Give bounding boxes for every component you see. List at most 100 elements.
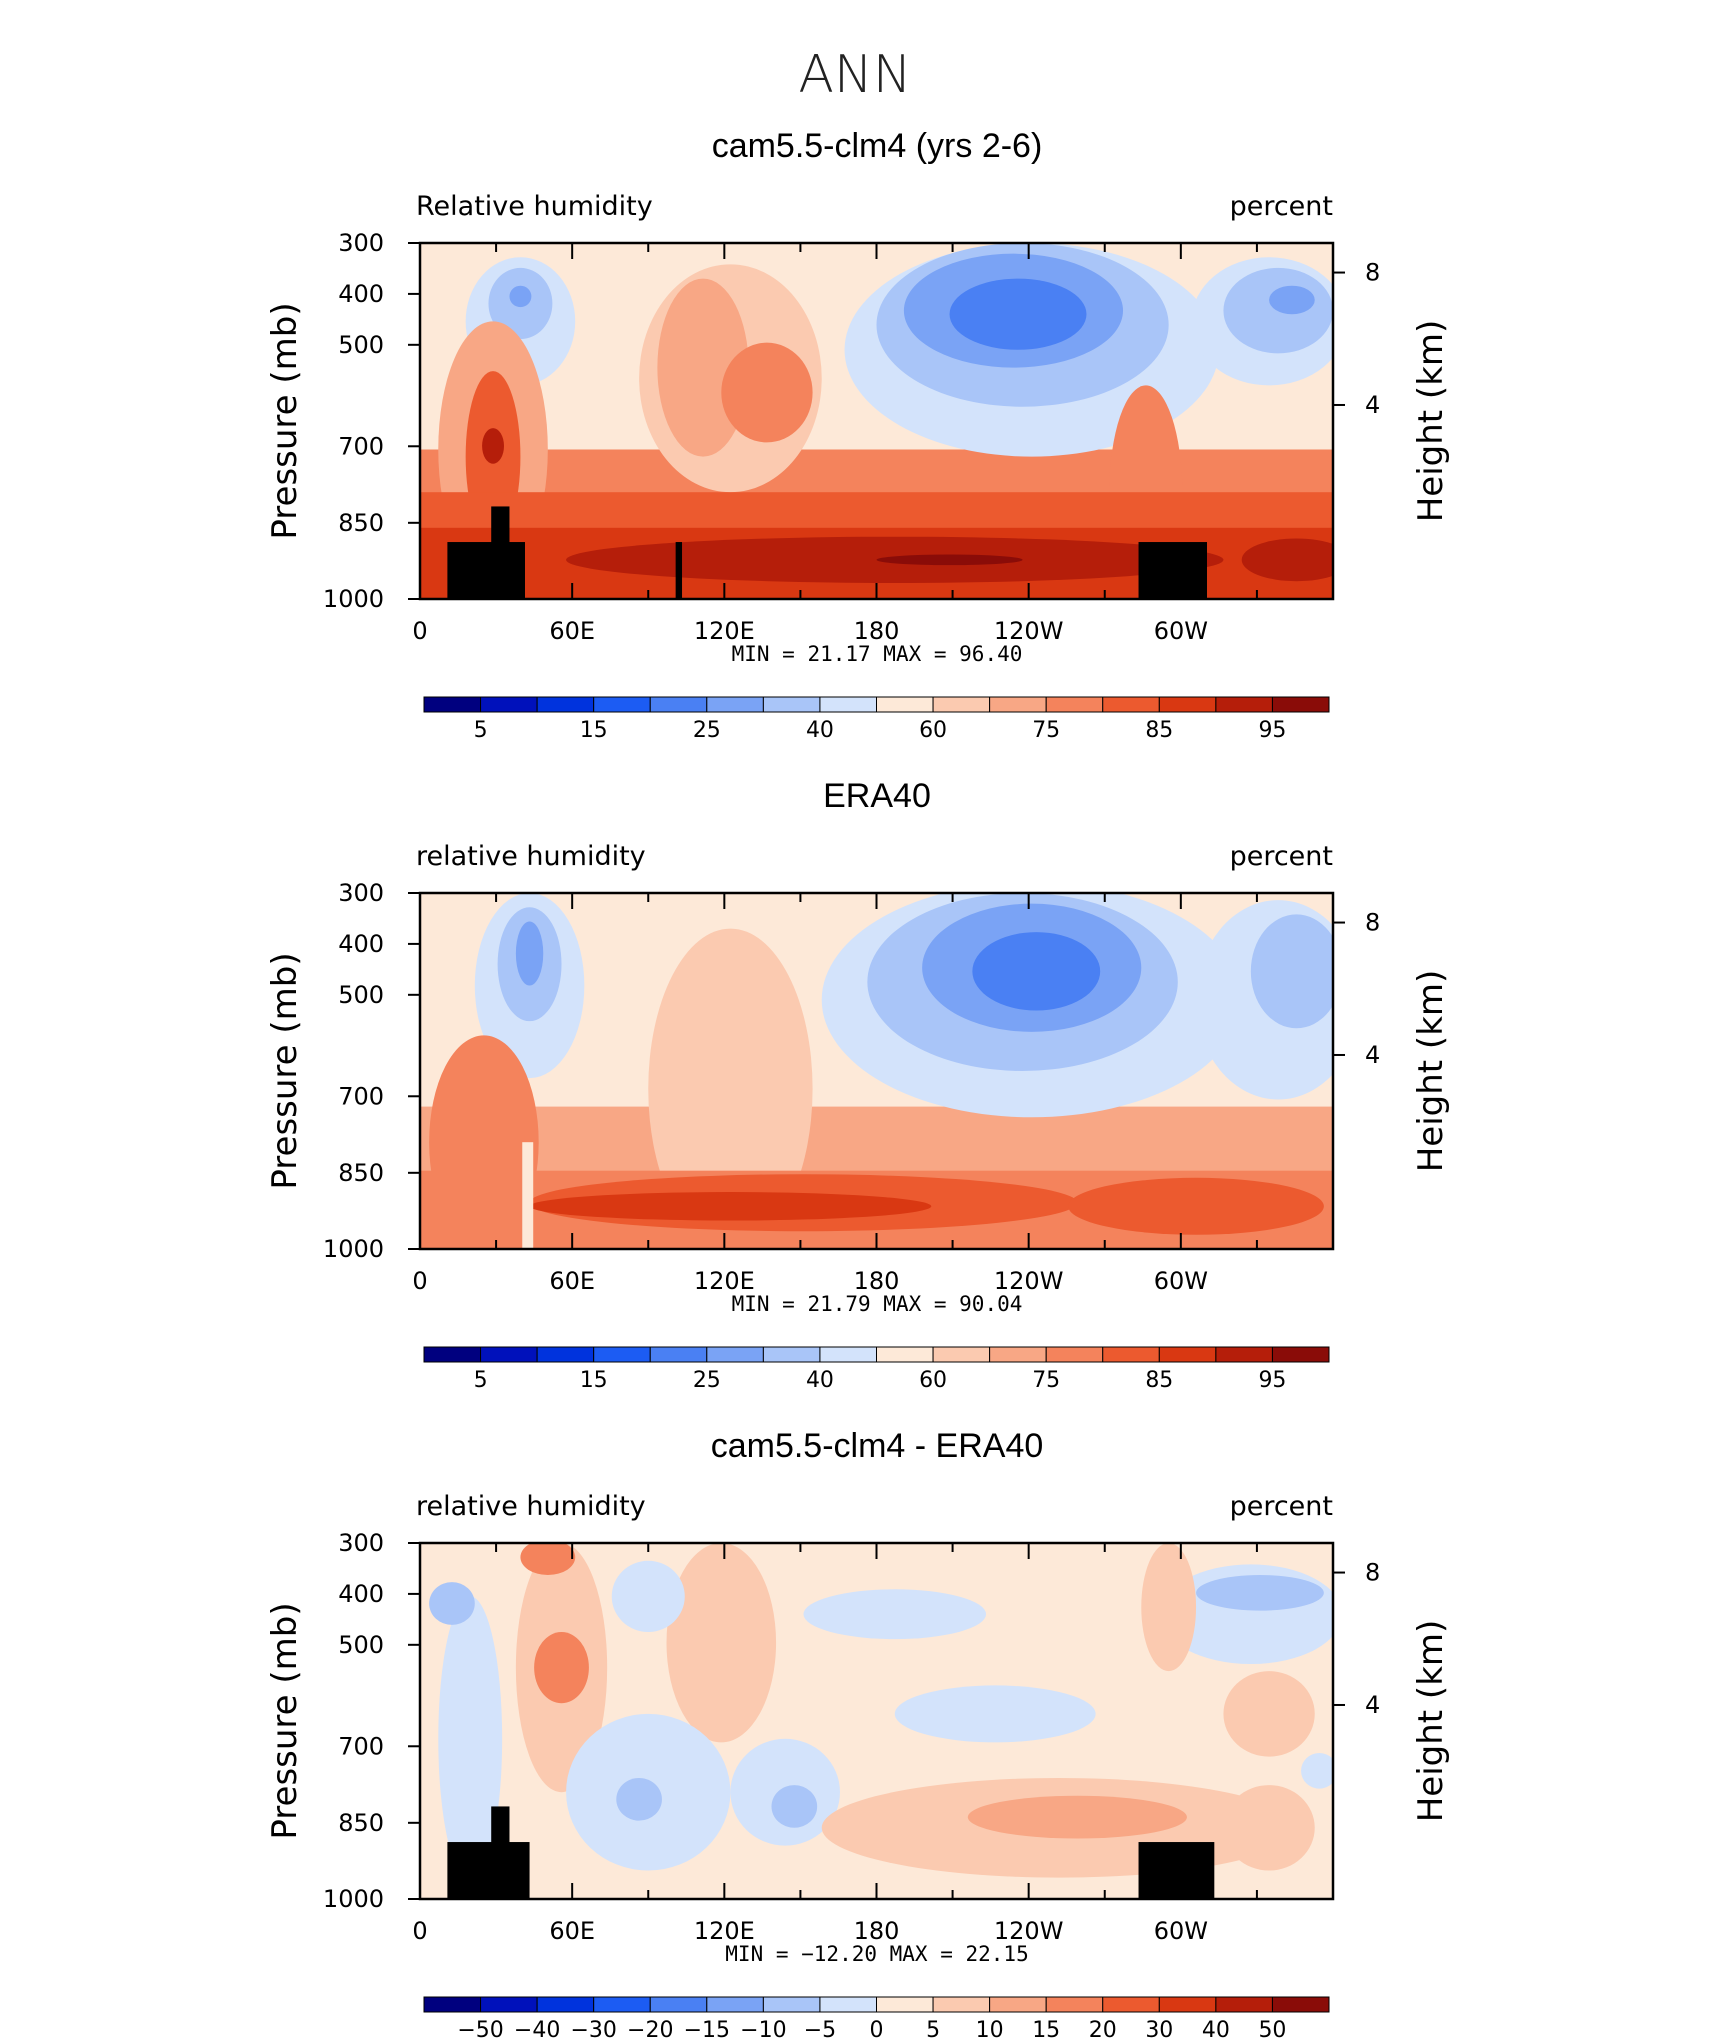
x-tick-label: 120W	[994, 617, 1064, 645]
contour-region	[529, 1192, 932, 1221]
y2-tick-label: 8	[1365, 1559, 1380, 1587]
colorbar-swatch	[819, 1346, 877, 1363]
y2-axis-title: Height (km)	[1411, 320, 1451, 523]
panel-title: cam5.5-clm4 (yrs 2-6)	[712, 127, 1043, 165]
x-tick-label: 120W	[994, 1917, 1064, 1945]
colorbar-label: 95	[1258, 1368, 1286, 1393]
topography-mask	[447, 542, 525, 599]
contour-region	[522, 1142, 534, 1249]
x-tick-label: 120E	[694, 617, 755, 645]
min-max-label: MIN = 21.17 MAX = 96.40	[732, 642, 1023, 666]
contour-region	[509, 285, 532, 308]
units-label: percent	[1230, 841, 1333, 872]
y-tick-label: 500	[338, 331, 384, 359]
colorbar-swatch	[989, 696, 1047, 713]
variable-label: relative humidity	[416, 841, 646, 872]
x-tick-label: 0	[412, 617, 427, 645]
colorbar-swatch	[762, 1346, 821, 1363]
colorbar: 5 15 25 40 60 75 85 95	[423, 696, 1330, 743]
colorbar-swatch	[989, 1346, 1047, 1363]
colorbar-label: 95	[1258, 718, 1286, 743]
y-tick-label: 1000	[323, 585, 384, 613]
colorbar-label: 60	[919, 718, 947, 743]
colorbar-label: −20	[627, 2018, 673, 2038]
contour-region	[894, 1685, 1096, 1743]
colorbar-label: −5	[804, 2018, 836, 2038]
x-tick-label: 60E	[549, 617, 595, 645]
variable-label: Relative humidity	[416, 191, 653, 222]
colorbar-label: −50	[457, 2018, 503, 2038]
y-tick-label: 400	[338, 280, 384, 308]
x-tick-label: 60W	[1154, 617, 1208, 645]
x-tick-label: 0	[412, 1917, 427, 1945]
topography-mask	[1138, 542, 1208, 599]
topography-mask	[491, 506, 510, 599]
colorbar-swatch	[480, 696, 538, 713]
colorbar-swatch	[762, 696, 821, 713]
y2-axis-title: Height (km)	[1411, 1620, 1451, 1823]
colorbar-swatch	[1158, 696, 1217, 713]
contour-region	[949, 278, 1087, 350]
topography-mask	[675, 542, 683, 599]
x-tick-label: 0	[412, 1267, 427, 1295]
contour-region	[876, 554, 1023, 566]
y2-tick-label: 4	[1365, 1041, 1380, 1069]
colorbar-label: 25	[693, 1368, 721, 1393]
x-tick-label: 120E	[694, 1267, 755, 1295]
y-tick-label: 850	[338, 1809, 384, 1837]
colorbar-swatch	[706, 1346, 764, 1363]
contour-field	[420, 1543, 1333, 1899]
colorbar-label: 10	[976, 2018, 1004, 2038]
y-tick-label: 700	[338, 1732, 384, 1760]
colorbar-swatch	[1045, 1346, 1104, 1363]
y2-tick-label: 8	[1365, 259, 1380, 287]
contour-region	[803, 1589, 987, 1640]
colorbar-swatch	[536, 1346, 595, 1363]
colorbar-label: −10	[740, 2018, 786, 2038]
topography-mask	[447, 1842, 530, 1899]
topography-mask	[491, 1806, 510, 1899]
contour-region	[438, 1596, 503, 1882]
panel-title: cam5.5-clm4 - ERA40	[711, 1427, 1044, 1465]
colorbar-label: 15	[580, 718, 608, 743]
x-tick-label: 180	[854, 1917, 900, 1945]
colorbar-swatch	[1271, 1346, 1330, 1363]
colorbar-swatch	[1215, 1996, 1273, 2013]
contour-region	[1269, 285, 1315, 315]
contour-field	[420, 243, 1333, 599]
colorbar-label: 85	[1145, 1368, 1173, 1393]
colorbar-swatch	[1271, 696, 1330, 713]
topography-mask	[1138, 1842, 1215, 1899]
x-tick-label: 60W	[1154, 1917, 1208, 1945]
colorbar-label: −15	[684, 2018, 730, 2038]
colorbar-swatch	[1215, 1346, 1273, 1363]
contour-region	[429, 1582, 475, 1625]
colorbar-label: 15	[1032, 2018, 1060, 2038]
y2-tick-label: 4	[1365, 391, 1380, 419]
colorbar-swatch	[593, 1996, 651, 2013]
x-tick-label: 120E	[694, 1917, 755, 1945]
y-tick-label: 400	[338, 1580, 384, 1608]
colorbar-swatch	[706, 1996, 764, 2013]
colorbar-label: 60	[919, 1368, 947, 1393]
contour-region	[972, 932, 1101, 1011]
y-tick-label: 500	[338, 1631, 384, 1659]
y-tick-label: 300	[338, 229, 384, 257]
colorbar-swatch	[649, 696, 708, 713]
y-tick-label: 300	[338, 879, 384, 907]
colorbar-swatch	[819, 696, 877, 713]
colorbar-label: 15	[580, 1368, 608, 1393]
colorbar-swatch	[1271, 1996, 1330, 2013]
colorbar-swatch	[423, 1346, 482, 1363]
colorbar-swatch	[536, 1996, 595, 2013]
colorbar-label: 75	[1032, 1368, 1060, 1393]
colorbar-label: −30	[570, 2018, 616, 2038]
contour-region	[616, 1777, 662, 1821]
y2-tick-label: 8	[1365, 909, 1380, 937]
x-tick-label: 120W	[994, 1267, 1064, 1295]
contour-region	[648, 928, 813, 1249]
colorbar: 5 15 25 40 60 75 85 95	[423, 1346, 1330, 1393]
colorbar-swatch	[819, 1996, 877, 2013]
panel-3: cam5.5-clm4 - ERA40 relative humidity perc…	[265, 1427, 1451, 2038]
